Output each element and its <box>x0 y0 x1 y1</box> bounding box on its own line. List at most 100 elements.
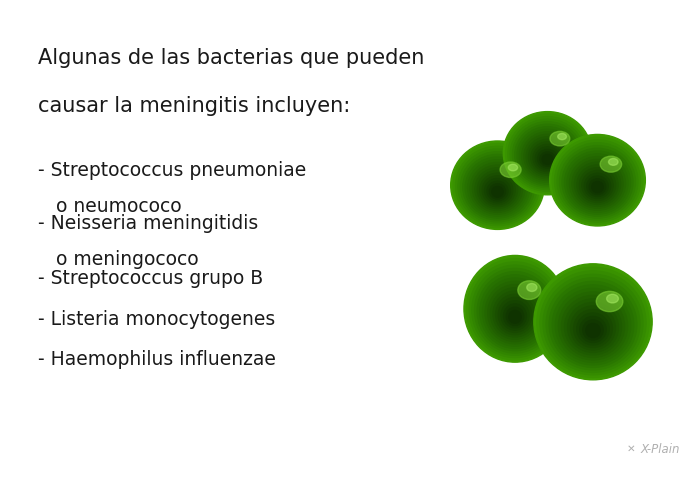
Ellipse shape <box>538 149 557 168</box>
Ellipse shape <box>477 170 518 208</box>
Ellipse shape <box>509 311 521 323</box>
Ellipse shape <box>510 119 584 190</box>
Ellipse shape <box>554 140 640 222</box>
Ellipse shape <box>466 157 530 218</box>
Ellipse shape <box>577 165 618 204</box>
Ellipse shape <box>570 156 626 210</box>
Ellipse shape <box>559 145 636 218</box>
Ellipse shape <box>475 168 520 210</box>
Ellipse shape <box>482 278 547 346</box>
Ellipse shape <box>485 281 545 344</box>
Ellipse shape <box>451 141 545 229</box>
Ellipse shape <box>508 164 517 171</box>
Ellipse shape <box>493 291 537 337</box>
Text: o meningococo: o meningococo <box>38 250 199 269</box>
Ellipse shape <box>526 137 569 177</box>
Ellipse shape <box>477 272 553 351</box>
Ellipse shape <box>488 285 542 342</box>
Ellipse shape <box>568 302 619 352</box>
Ellipse shape <box>531 142 564 173</box>
Ellipse shape <box>555 288 631 362</box>
Ellipse shape <box>480 275 550 348</box>
Ellipse shape <box>575 162 621 206</box>
Ellipse shape <box>506 307 524 325</box>
Ellipse shape <box>453 144 542 228</box>
Ellipse shape <box>572 159 623 208</box>
Ellipse shape <box>546 278 640 370</box>
Ellipse shape <box>587 176 608 196</box>
Ellipse shape <box>480 173 515 206</box>
Text: - Haemophilus influenzae: - Haemophilus influenzae <box>38 350 276 370</box>
Ellipse shape <box>528 139 566 175</box>
Ellipse shape <box>501 300 529 330</box>
Ellipse shape <box>534 264 652 380</box>
Ellipse shape <box>536 147 560 170</box>
Ellipse shape <box>564 299 622 355</box>
Ellipse shape <box>475 268 556 353</box>
Ellipse shape <box>567 154 628 212</box>
Text: causar la meningitis incluyen:: causar la meningitis incluyen: <box>38 96 351 116</box>
Ellipse shape <box>524 134 571 179</box>
Ellipse shape <box>552 137 643 224</box>
Ellipse shape <box>482 176 513 205</box>
Text: - Neisseria meningitidis: - Neisseria meningitidis <box>38 214 259 233</box>
Ellipse shape <box>491 288 540 339</box>
Ellipse shape <box>542 155 553 165</box>
Ellipse shape <box>608 158 618 165</box>
Ellipse shape <box>500 162 521 178</box>
Ellipse shape <box>503 304 526 328</box>
Ellipse shape <box>496 294 534 335</box>
Ellipse shape <box>463 155 532 220</box>
Ellipse shape <box>561 295 624 358</box>
Ellipse shape <box>570 306 615 350</box>
Ellipse shape <box>472 265 558 355</box>
Text: - Streptococcus pneumoniae: - Streptococcus pneumoniae <box>38 161 307 180</box>
Text: ✕: ✕ <box>626 444 636 454</box>
Ellipse shape <box>514 124 580 186</box>
Ellipse shape <box>557 143 638 220</box>
Ellipse shape <box>517 127 578 184</box>
Ellipse shape <box>512 122 582 188</box>
Ellipse shape <box>537 267 649 377</box>
Text: Algunas de las bacterias que pueden: Algunas de las bacterias que pueden <box>38 48 425 68</box>
Ellipse shape <box>562 148 633 216</box>
Ellipse shape <box>586 324 600 337</box>
Ellipse shape <box>577 313 609 345</box>
Ellipse shape <box>518 281 541 300</box>
Ellipse shape <box>487 181 508 201</box>
Ellipse shape <box>596 291 623 312</box>
Ellipse shape <box>498 298 532 332</box>
Text: - Streptococcus grupo B: - Streptococcus grupo B <box>38 269 264 288</box>
Ellipse shape <box>469 262 561 358</box>
Ellipse shape <box>503 111 592 195</box>
Ellipse shape <box>583 320 603 340</box>
Ellipse shape <box>461 152 535 222</box>
Ellipse shape <box>540 152 555 166</box>
Ellipse shape <box>468 160 527 216</box>
Ellipse shape <box>473 165 522 212</box>
Ellipse shape <box>558 133 566 140</box>
Ellipse shape <box>552 285 634 365</box>
Ellipse shape <box>522 132 573 180</box>
Ellipse shape <box>543 275 643 372</box>
Text: X-Plain: X-Plain <box>640 443 680 456</box>
Ellipse shape <box>467 259 564 360</box>
Ellipse shape <box>600 156 622 172</box>
Ellipse shape <box>526 284 537 291</box>
Ellipse shape <box>580 316 606 342</box>
Ellipse shape <box>592 181 603 192</box>
Ellipse shape <box>505 114 589 193</box>
Ellipse shape <box>550 281 637 367</box>
Text: o neumococo: o neumococo <box>38 197 182 216</box>
Ellipse shape <box>574 310 612 348</box>
Text: - Listeria monocytogenes: - Listeria monocytogenes <box>38 310 276 329</box>
Ellipse shape <box>550 132 570 146</box>
Ellipse shape <box>540 271 646 375</box>
Ellipse shape <box>559 292 628 360</box>
Ellipse shape <box>607 294 618 303</box>
Ellipse shape <box>492 187 503 197</box>
Ellipse shape <box>456 146 540 226</box>
Ellipse shape <box>589 179 606 194</box>
Ellipse shape <box>580 168 615 203</box>
Ellipse shape <box>508 117 587 191</box>
